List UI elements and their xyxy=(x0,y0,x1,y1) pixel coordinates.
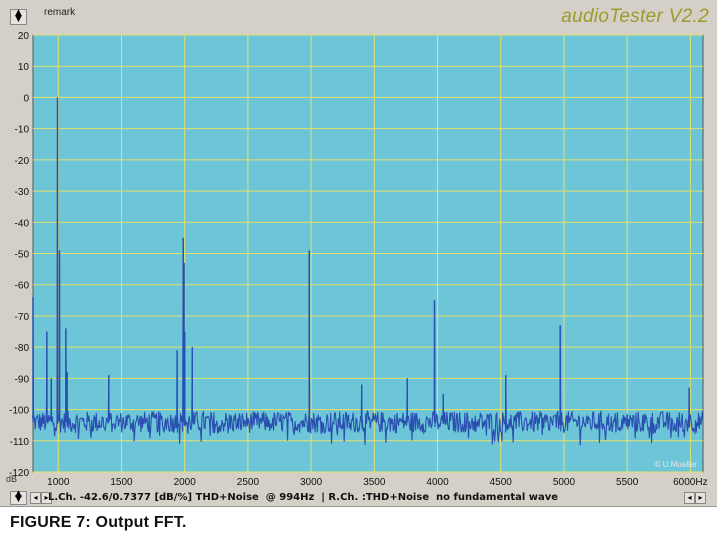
spin-down-icon[interactable]: ▼ xyxy=(15,14,22,24)
spectrum-trace xyxy=(31,97,704,446)
x-tick-label: 3000 xyxy=(300,477,323,488)
y-tick-label: 10 xyxy=(18,62,30,73)
y-tick-label: -60 xyxy=(15,281,30,292)
y-tick-label: -20 xyxy=(15,156,30,167)
spin-up-icon[interactable]: ▲ xyxy=(15,489,22,499)
y-tick-label: -70 xyxy=(15,312,30,323)
y-tick-label: -100 xyxy=(9,406,29,417)
y-tick-label: -80 xyxy=(15,343,30,354)
y-tick-label: 20 xyxy=(18,31,30,42)
status-spinner[interactable]: ▲ ▼ xyxy=(10,489,27,505)
x-tick-label: 1500 xyxy=(110,477,133,488)
y-tick-label: 0 xyxy=(23,93,29,104)
spin-up-icon[interactable]: ▲ xyxy=(15,8,22,18)
x-tick-label: 5500 xyxy=(616,477,639,488)
remark-spinner[interactable]: ▲ ▼ xyxy=(10,9,27,25)
arrow-right-icon: ▸ xyxy=(44,493,49,502)
scroll-left-button[interactable]: ◂ xyxy=(30,492,41,504)
y-tick-label: -40 xyxy=(15,218,30,229)
x-tick-label: 2000 xyxy=(174,477,197,488)
status-bar: ▲ ▼ ◂ ▸ L.Ch. -42.6/0.7377 [dB/%] THD+Noi… xyxy=(0,489,717,506)
title-bar: ▲ ▼ remark audioTester V2.2 xyxy=(0,0,717,32)
scroll-right-button-right[interactable]: ▸ xyxy=(695,492,706,504)
arrow-left-icon: ◂ xyxy=(33,493,38,502)
y-tick-label: -90 xyxy=(15,374,30,385)
x-tick-label: 6000Hz xyxy=(673,477,707,488)
fft-chart: 20 10 0 -10 -20 -30 -40 -50 -60 -70 -80 -90 -100 -110… xyxy=(6,31,708,488)
x-tick-label: 4500 xyxy=(490,477,513,488)
y-tick-label: -50 xyxy=(15,250,30,261)
figure-caption: FIGURE 7: Output FFT. xyxy=(10,514,187,531)
spin-down-icon[interactable]: ▼ xyxy=(15,494,22,504)
x-tick-label: 3500 xyxy=(363,477,386,488)
y-unit-label: dB xyxy=(6,474,17,484)
watermark: © U.Mueller xyxy=(655,460,698,469)
app-title: audioTester V2.2 xyxy=(561,6,709,27)
x-tick-label: 2500 xyxy=(237,477,260,488)
y-tick-label: -10 xyxy=(15,125,30,136)
y-tick-label: -30 xyxy=(15,187,30,198)
y-tick-label: -120 xyxy=(9,468,29,479)
arrow-left-icon: ◂ xyxy=(687,493,692,502)
x-tick-label: 5000 xyxy=(553,477,576,488)
x-tick-label: 4000 xyxy=(426,477,449,488)
y-tick-label: -110 xyxy=(10,437,30,448)
x-tick-label: 1000 xyxy=(47,477,70,488)
app-window: ▲ ▼ remark audioTester V2.2 20 10 0 -10 -20 -3… xyxy=(0,0,717,507)
scroll-left-button-right[interactable]: ◂ xyxy=(684,492,695,504)
remark-label: remark xyxy=(44,7,76,18)
arrow-right-icon: ▸ xyxy=(698,493,703,502)
status-text: L.Ch. -42.6/0.7377 [dB/%] THD+Noise @ 99… xyxy=(48,492,559,503)
scroll-right-button[interactable]: ▸ xyxy=(41,492,52,504)
